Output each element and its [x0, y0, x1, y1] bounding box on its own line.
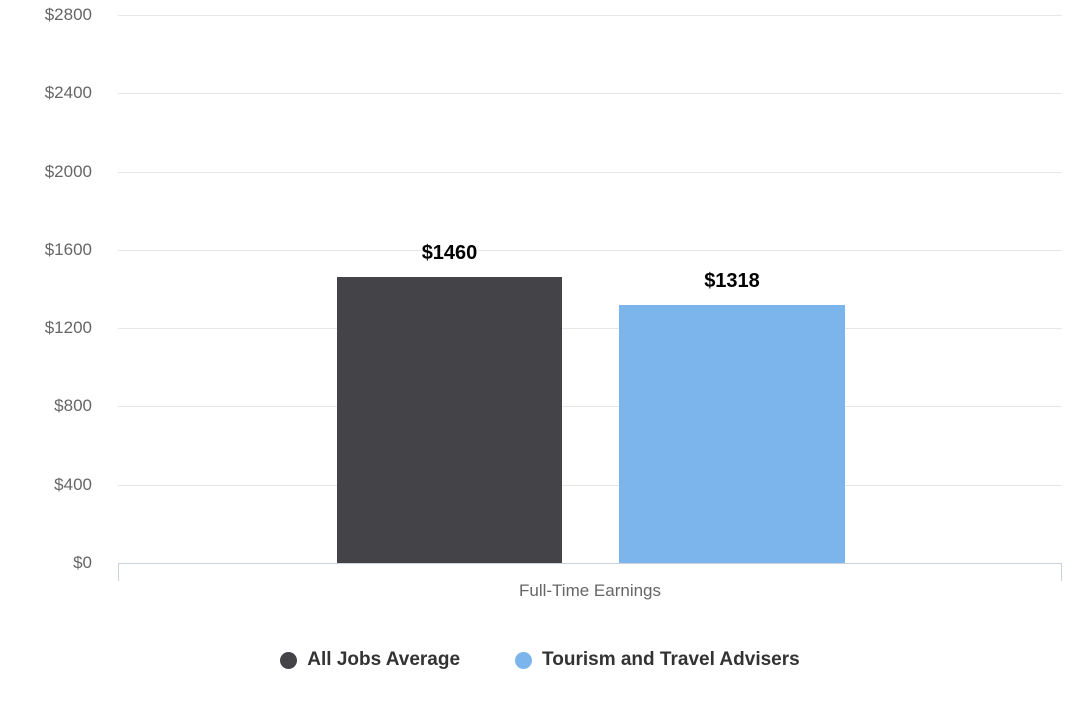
y-gridline — [118, 485, 1062, 486]
legend: All Jobs Average Tourism and Travel Advis… — [0, 649, 1080, 671]
y-tick-label: $2400 — [44, 83, 92, 102]
legend-label: All Jobs Average — [307, 649, 461, 670]
legend-item-all-jobs-average[interactable]: All Jobs Average — [280, 649, 460, 671]
y-gridline — [118, 172, 1062, 173]
bar-all-jobs-average[interactable] — [337, 277, 562, 563]
y-tick-label: $2000 — [44, 162, 92, 181]
legend-item-tourism-and-travel-advisers[interactable]: Tourism and Travel Advisers — [515, 649, 800, 671]
x-axis-tick — [118, 563, 119, 581]
y-tick-label: $2800 — [44, 5, 92, 24]
y-gridline — [118, 15, 1062, 16]
plot-area: $1460 $1318 — [118, 15, 1062, 581]
y-gridline — [118, 250, 1062, 251]
bar-value-label: $1318 — [704, 270, 760, 292]
y-tick-label: $0 — [73, 553, 92, 572]
bar-tourism-and-travel-advisers[interactable] — [619, 305, 845, 563]
y-gridline — [118, 328, 1062, 329]
y-tick-label: $400 — [54, 475, 92, 494]
legend-marker-circle-icon — [280, 651, 298, 669]
legend-label: Tourism and Travel Advisers — [542, 649, 800, 670]
y-axis-labels: $0 $400 $800 $1200 $1600 $2000 $2400 $2800 — [0, 5, 92, 572]
y-tick-label: $1600 — [44, 240, 92, 259]
y-tick-label: $800 — [54, 396, 92, 415]
y-gridline — [118, 406, 1062, 407]
x-axis-tick — [1061, 563, 1062, 581]
x-axis-title: Full-Time Earnings — [518, 581, 662, 600]
x-axis-line — [118, 563, 1062, 564]
legend-marker-circle-icon — [515, 651, 533, 669]
y-gridline — [118, 93, 1062, 94]
bar-value-label: $1460 — [421, 242, 478, 264]
y-tick-label: $1200 — [44, 318, 92, 337]
